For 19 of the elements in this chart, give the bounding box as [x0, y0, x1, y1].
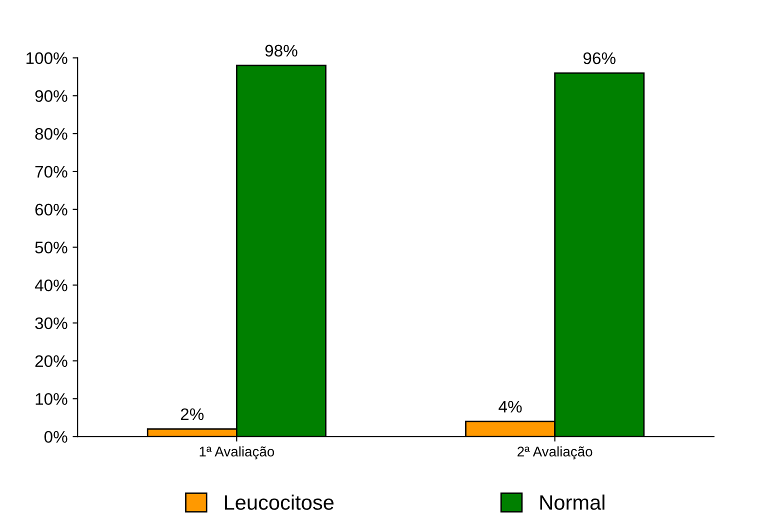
- data-label: 96%: [583, 52, 616, 64]
- data-label: 4%: [498, 400, 522, 413]
- y-tick-label: 50%: [35, 242, 68, 254]
- x-tick-label: 2ª Avaliação: [518, 446, 592, 460]
- x-tick-label: 1ª Avaliação: [200, 446, 274, 460]
- y-tick-label: 100%: [26, 52, 68, 64]
- y-tick-label: 60%: [35, 204, 68, 216]
- data-label: 98%: [265, 44, 298, 57]
- legend-label: Leucocitose: [224, 494, 334, 510]
- data-label: 2%: [180, 408, 204, 420]
- legend-label: Normal: [540, 494, 604, 510]
- y-tick-label: 40%: [34, 279, 68, 292]
- y-tick-label: 10%: [36, 393, 68, 405]
- y-tick-label: 0%: [44, 430, 68, 443]
- y-tick-label: 80%: [35, 128, 68, 140]
- y-tick-label: 20%: [35, 355, 68, 368]
- y-tick-label: 70%: [35, 166, 68, 178]
- y-tick-label: 90%: [35, 90, 68, 102]
- y-tick-label: 30%: [35, 317, 68, 330]
